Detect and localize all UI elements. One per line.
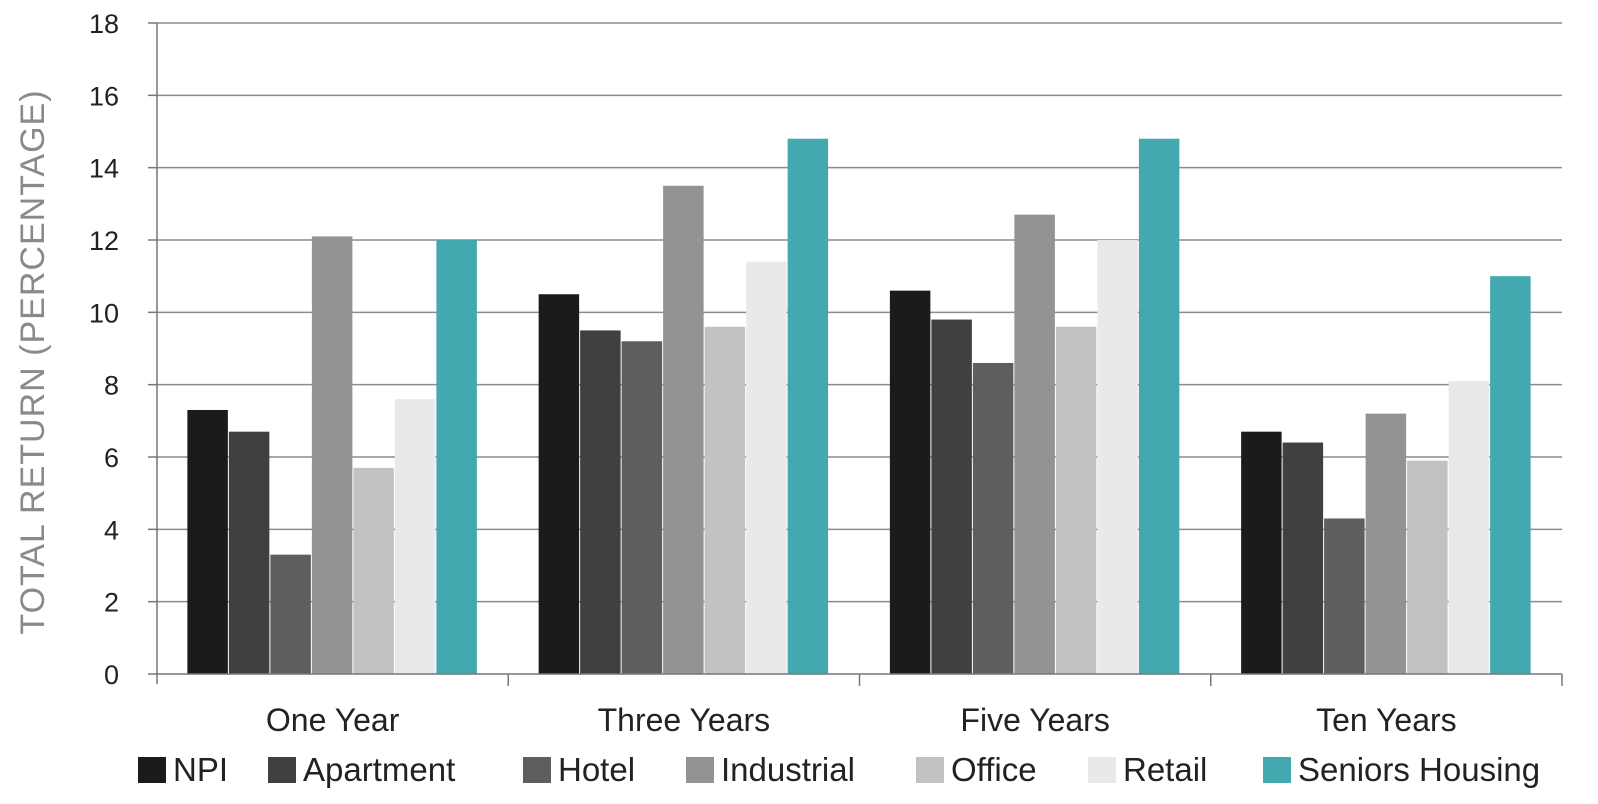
legend-label: Seniors Housing bbox=[1298, 751, 1540, 788]
y-tick-label: 2 bbox=[104, 588, 119, 618]
bar-seniors-housing bbox=[1138, 138, 1180, 674]
bar-hotel bbox=[270, 554, 311, 674]
legend-swatch bbox=[523, 757, 551, 783]
bar-seniors-housing bbox=[436, 240, 477, 674]
bar-apartment bbox=[228, 431, 270, 674]
legend-swatch bbox=[916, 757, 944, 783]
legend-swatch bbox=[138, 757, 166, 783]
bar-hotel bbox=[1324, 518, 1365, 674]
bar-apartment bbox=[931, 319, 972, 674]
y-tick-label: 16 bbox=[89, 81, 119, 111]
bar-industrial bbox=[1365, 413, 1407, 674]
y-tick-label: 4 bbox=[104, 515, 119, 545]
bar-retail bbox=[746, 261, 787, 674]
legend-label: Retail bbox=[1123, 751, 1207, 788]
bar-hotel bbox=[972, 362, 1014, 674]
bar-seniors-housing bbox=[787, 138, 829, 674]
y-axis-label: TOTAL RETURN (PERCENTAGE) bbox=[14, 89, 52, 634]
legend-label: Office bbox=[951, 751, 1037, 788]
axes: 0 2 4 6 8 10 12 14 16 18 One Year Three Years Five Y… bbox=[89, 9, 1563, 738]
legend-swatch bbox=[268, 757, 296, 783]
x-tick-label: Five Years bbox=[960, 702, 1109, 738]
legend-label: NPI bbox=[173, 751, 228, 788]
legend: NPI Apartment Hotel Industrial Office Retail S… bbox=[138, 751, 1540, 788]
bar-office bbox=[353, 467, 394, 674]
y-tick-label: 0 bbox=[104, 660, 119, 690]
x-tick-label: One Year bbox=[266, 702, 400, 738]
bar-retail bbox=[394, 399, 436, 674]
y-tick-label: 18 bbox=[89, 9, 119, 39]
legend-label: Industrial bbox=[721, 751, 855, 788]
y-tick-label: 8 bbox=[104, 371, 119, 401]
bar-retail bbox=[1448, 381, 1490, 674]
legend-label: Hotel bbox=[558, 751, 635, 788]
bar-office bbox=[704, 326, 746, 674]
bar-office bbox=[1407, 460, 1448, 674]
bar-npi bbox=[187, 409, 228, 674]
x-tick-label: Ten Years bbox=[1316, 702, 1457, 738]
x-tick-label: Three Years bbox=[598, 702, 771, 738]
y-tick-label: 6 bbox=[104, 443, 119, 473]
bar-npi bbox=[538, 294, 580, 674]
legend-swatch bbox=[1263, 757, 1291, 783]
bar-apartment bbox=[1282, 442, 1324, 674]
bar-industrial bbox=[311, 236, 353, 674]
legend-label: Apartment bbox=[303, 751, 455, 788]
bar-hotel bbox=[621, 341, 663, 674]
y-tick-label: 14 bbox=[89, 154, 119, 184]
bar-npi bbox=[1241, 431, 1282, 674]
bar-retail bbox=[1097, 240, 1138, 674]
bar-industrial bbox=[663, 185, 704, 674]
bar-office bbox=[1055, 326, 1097, 674]
bar-npi bbox=[889, 290, 931, 674]
bar-seniors-housing bbox=[1490, 276, 1531, 674]
y-tick-label: 10 bbox=[89, 298, 119, 328]
bars bbox=[187, 138, 1531, 674]
legend-swatch bbox=[1088, 757, 1116, 783]
bar-industrial bbox=[1014, 214, 1055, 674]
legend-swatch bbox=[686, 757, 714, 783]
bar-apartment bbox=[580, 330, 621, 674]
y-tick-label: 12 bbox=[89, 226, 119, 256]
